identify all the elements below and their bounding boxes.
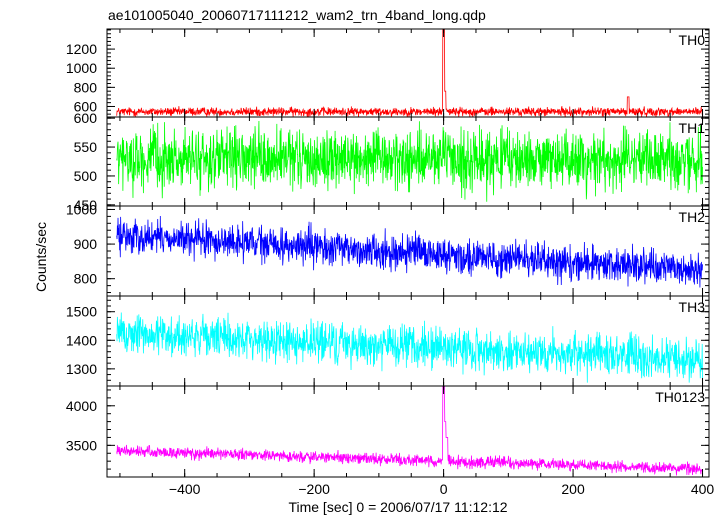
y-tick-label: 500 bbox=[74, 168, 98, 184]
panel-frame bbox=[106, 28, 710, 118]
x-tick-label: −400 bbox=[169, 481, 201, 497]
x-tick-label: −200 bbox=[298, 481, 330, 497]
panel-th0123: 3500 4000 TH0123 bbox=[66, 385, 710, 478]
y-tick-label: 1400 bbox=[66, 332, 97, 348]
panel-label-th0123: TH0123 bbox=[655, 389, 705, 405]
y-tick-label: 800 bbox=[74, 271, 98, 287]
panels-group: 600 800 1000 1200 TH0 450 500 550 600 TH1 800 900 10… bbox=[66, 28, 715, 497]
y-tick-label: 1200 bbox=[66, 41, 97, 57]
panel-label-th1: TH1 bbox=[679, 120, 706, 136]
x-axis-label: Time [sec] 0 = 2006/07/17 11:12:12 bbox=[288, 499, 507, 515]
y-tick-label: 600 bbox=[74, 98, 98, 114]
series-line-th1 bbox=[116, 121, 703, 202]
series-line-th2 bbox=[116, 215, 703, 288]
y-tick-label: 800 bbox=[74, 79, 98, 95]
series-line-th0123 bbox=[116, 386, 703, 476]
panel-th0: 600 800 1000 1200 TH0 bbox=[66, 28, 710, 118]
y-tick-label: 1300 bbox=[66, 361, 97, 377]
y-axis-label: Counts/sec bbox=[33, 222, 49, 292]
y-tick-label: 550 bbox=[74, 139, 98, 155]
panel-label-th0: TH0 bbox=[679, 32, 706, 48]
y-tick-label: 3500 bbox=[66, 437, 97, 453]
panel-th3: 1300 1400 1500 TH3 bbox=[66, 295, 710, 387]
panel-th2: 800 900 1000 TH2 bbox=[66, 201, 710, 297]
series-line-th3 bbox=[116, 312, 703, 383]
panel-frame bbox=[106, 385, 710, 478]
y-tick-label: 900 bbox=[74, 236, 98, 252]
y-tick-label: 1500 bbox=[66, 304, 97, 320]
panel-label-th3: TH3 bbox=[679, 299, 706, 315]
y-tick-label: 600 bbox=[74, 110, 98, 126]
x-tick-label: 200 bbox=[561, 481, 585, 497]
chart-title: ae101005040_20060717111212_wam2_trn_4ban… bbox=[108, 7, 486, 23]
series-line-th0 bbox=[116, 29, 703, 117]
panel-label-th2: TH2 bbox=[679, 209, 706, 225]
y-tick-label: 1000 bbox=[66, 201, 97, 217]
y-tick-label: 450 bbox=[74, 197, 98, 213]
panel-th1: 450 500 550 600 TH1 bbox=[74, 110, 710, 213]
y-tick-label: 1000 bbox=[66, 60, 97, 76]
x-tick-label: 400 bbox=[691, 481, 715, 497]
x-tick-label: 0 bbox=[440, 481, 448, 497]
y-tick-label: 4000 bbox=[66, 398, 97, 414]
